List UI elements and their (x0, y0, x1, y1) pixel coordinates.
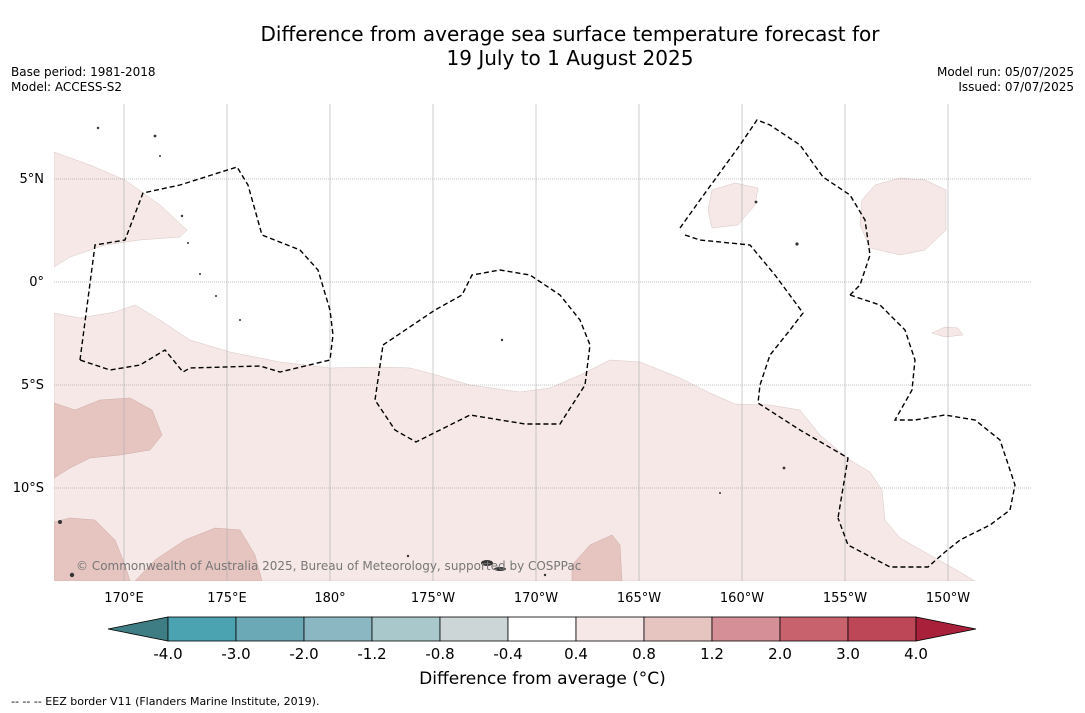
lat-label: 10°S (13, 481, 44, 496)
lon-label: 165°W (617, 591, 661, 606)
lat-labels: 5°N 0° 5°S 10°S (13, 172, 44, 496)
colorbar-tick-label: -0.4 (493, 645, 522, 663)
eez-border-line-south (684, 234, 849, 519)
island (215, 295, 217, 297)
island (159, 155, 161, 157)
lon-label: 160°W (720, 591, 764, 606)
island (795, 242, 799, 246)
island (406, 554, 410, 558)
island (494, 567, 506, 571)
eez-border-east (837, 294, 1016, 568)
anomaly-region-mid-southwest (54, 517, 131, 581)
lon-label: 170°W (514, 591, 558, 606)
islands (58, 126, 799, 578)
colorbar-tick-label: 4.0 (904, 645, 928, 663)
colorbar-tick-label: 1.2 (700, 645, 724, 663)
island (500, 338, 504, 342)
anomaly-region-mid-west (54, 397, 163, 479)
title-line-2: 19 July to 1 August 2025 (446, 46, 694, 70)
anomaly-region-mid-south-1 (134, 527, 263, 581)
lon-label: 180° (314, 591, 345, 606)
eez-border-line-islands (679, 119, 871, 296)
lon-label: 170°E (104, 591, 144, 606)
island (153, 134, 157, 138)
colorbar-tick-label: -3.0 (221, 645, 250, 663)
eez-border-phoenix (374, 269, 591, 443)
lat-label: 5°S (21, 378, 44, 393)
colorbar-segment (711, 616, 781, 642)
island (180, 214, 184, 218)
colorbar-segment (779, 616, 849, 642)
island (782, 466, 786, 470)
issued-date: Issued: 07/07/2025 (958, 80, 1074, 94)
colorbar-segment (507, 616, 577, 642)
colorbar-segment (575, 616, 645, 642)
colorbar-tick-label: -1.2 (357, 645, 386, 663)
colorbar-extend-low (107, 616, 169, 642)
lat-label: 5°N (20, 172, 45, 187)
island (754, 200, 758, 204)
island (69, 572, 75, 578)
island (96, 126, 100, 130)
island (239, 319, 241, 321)
model-run: Model run: 05/07/2025 (936, 65, 1074, 79)
map-title: Difference from average sea surface temp… (0, 22, 1085, 70)
colorbar-segment (371, 616, 441, 642)
colorbar-tick-label: -0.8 (425, 645, 454, 663)
lat-label: 0° (29, 275, 44, 290)
anomaly-region-mid-south-2 (571, 534, 623, 581)
grid (54, 178, 1032, 489)
anomaly-region-light-west (54, 151, 188, 268)
map-area (54, 104, 1032, 581)
colorbar-segment (167, 616, 237, 642)
colorbar-segment (643, 616, 713, 642)
island (58, 520, 62, 524)
grid-lon (123, 104, 949, 581)
meta-right: Model run: 05/07/2025 Issued: 07/07/2025 (937, 65, 1074, 95)
colorbar-segment (847, 616, 917, 642)
colorbar-tick-label: 2.0 (768, 645, 792, 663)
copyright-notice: © Commonwealth of Australia 2025, Bureau… (76, 559, 582, 573)
eez-borders (79, 119, 1016, 568)
colorbar-segment (235, 616, 305, 642)
meta-left: Base period: 1981-2018 Model: ACCESS-S2 (11, 65, 156, 95)
anomaly-region-light-island-1 (707, 182, 759, 229)
island (719, 492, 721, 494)
colorbar-tick-label: 0.8 (632, 645, 656, 663)
island (187, 242, 189, 244)
colorbar-segment (303, 616, 373, 642)
anomaly-region-light-island-2 (859, 177, 947, 256)
anomaly-region-light-island-3 (931, 326, 964, 338)
island (543, 573, 547, 577)
colorbar (107, 616, 977, 642)
lon-label: 175°E (207, 591, 247, 606)
lon-label: 150°W (926, 591, 970, 606)
lon-labels: 170°E 175°E 180° 175°W 170°W 165°W 160°W… (104, 591, 970, 606)
colorbar-tick-label: -2.0 (289, 645, 318, 663)
island (481, 560, 493, 566)
colorbar-extend-high (915, 616, 977, 642)
model-name: Model: ACCESS-S2 (11, 80, 123, 94)
anomaly-region-light-main (54, 304, 976, 581)
base-period: Base period: 1981-2018 (11, 65, 156, 79)
colorbar-tick-label: -4.0 (153, 645, 182, 663)
colorbar-ticks: -4.0 -3.0 -2.0 -1.2 -0.8 -0.4 0.4 0.8 1.2 2.0 3.0 4… (153, 645, 928, 663)
colorbar-tick-label: 3.0 (836, 645, 860, 663)
title-line-1: Difference from average sea surface temp… (260, 22, 880, 46)
island (199, 273, 201, 275)
colorbar-tick-label: 0.4 (564, 645, 588, 663)
lon-label: 155°W (823, 591, 867, 606)
colorbar-title: Difference from average (°C) (419, 669, 666, 689)
lon-label: 175°W (411, 591, 455, 606)
eez-border-tuvalu-kiribati-west (79, 166, 334, 373)
colorbar-segment (439, 616, 509, 642)
eez-footnote: -- -- -- EEZ border V11 (Flanders Marine… (11, 695, 320, 708)
